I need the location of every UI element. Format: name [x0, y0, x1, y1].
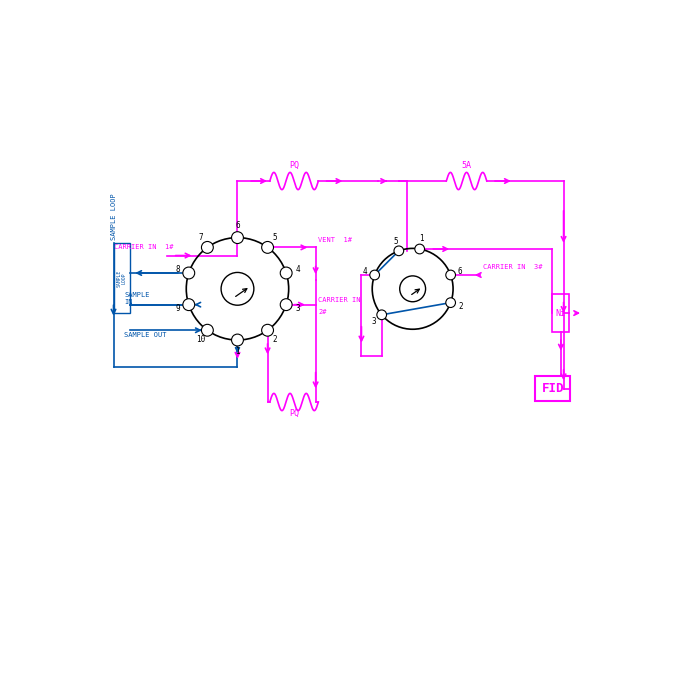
Circle shape	[262, 241, 274, 253]
Text: 2: 2	[272, 335, 277, 344]
Text: 7: 7	[198, 233, 203, 242]
Text: 3: 3	[295, 304, 300, 313]
Text: 6: 6	[458, 267, 463, 276]
Text: FID: FID	[542, 382, 564, 395]
Text: PQ: PQ	[289, 409, 299, 417]
Circle shape	[183, 267, 195, 279]
Circle shape	[377, 310, 386, 320]
Circle shape	[202, 324, 214, 336]
Text: VENT  1#: VENT 1#	[318, 237, 352, 243]
Text: 2: 2	[458, 302, 463, 311]
Circle shape	[370, 270, 379, 280]
Bar	[536, 377, 570, 400]
Circle shape	[232, 334, 244, 346]
Text: 2#: 2#	[318, 309, 327, 315]
Text: PQ: PQ	[289, 160, 299, 169]
Text: 5: 5	[272, 233, 277, 242]
Text: 3: 3	[372, 317, 376, 326]
Text: SAMPLE
LOOP: SAMPLE LOOP	[116, 270, 127, 287]
Circle shape	[280, 267, 292, 279]
Text: Ni: Ni	[556, 309, 566, 318]
Text: 6: 6	[235, 221, 240, 230]
Text: CARRIER IN: CARRIER IN	[318, 297, 360, 303]
Bar	[552, 294, 570, 332]
Text: SAMPLE LOOP: SAMPLE LOOP	[111, 194, 117, 240]
Circle shape	[262, 324, 274, 336]
Text: 1: 1	[235, 347, 240, 356]
Text: 4: 4	[363, 267, 368, 276]
Text: SAMPLE: SAMPLE	[125, 292, 150, 298]
Text: SAMPLE OUT: SAMPLE OUT	[125, 332, 167, 337]
Circle shape	[446, 298, 456, 307]
Circle shape	[202, 241, 214, 253]
Text: IN: IN	[125, 299, 133, 305]
Circle shape	[232, 232, 244, 244]
Text: 8: 8	[175, 265, 180, 274]
Text: 1: 1	[419, 234, 424, 244]
Text: 10: 10	[196, 335, 205, 344]
Circle shape	[415, 244, 424, 254]
Text: 4: 4	[295, 265, 300, 274]
Circle shape	[394, 246, 404, 256]
Text: 5: 5	[393, 237, 398, 246]
Text: CARRIER IN  3#: CARRIER IN 3#	[483, 263, 542, 270]
Text: 5A: 5A	[461, 160, 472, 169]
Circle shape	[446, 270, 456, 280]
Circle shape	[183, 299, 195, 311]
Circle shape	[280, 299, 292, 311]
Bar	[113, 243, 130, 313]
Text: 9: 9	[175, 304, 180, 313]
Text: CARRIER IN  1#: CARRIER IN 1#	[113, 244, 173, 250]
